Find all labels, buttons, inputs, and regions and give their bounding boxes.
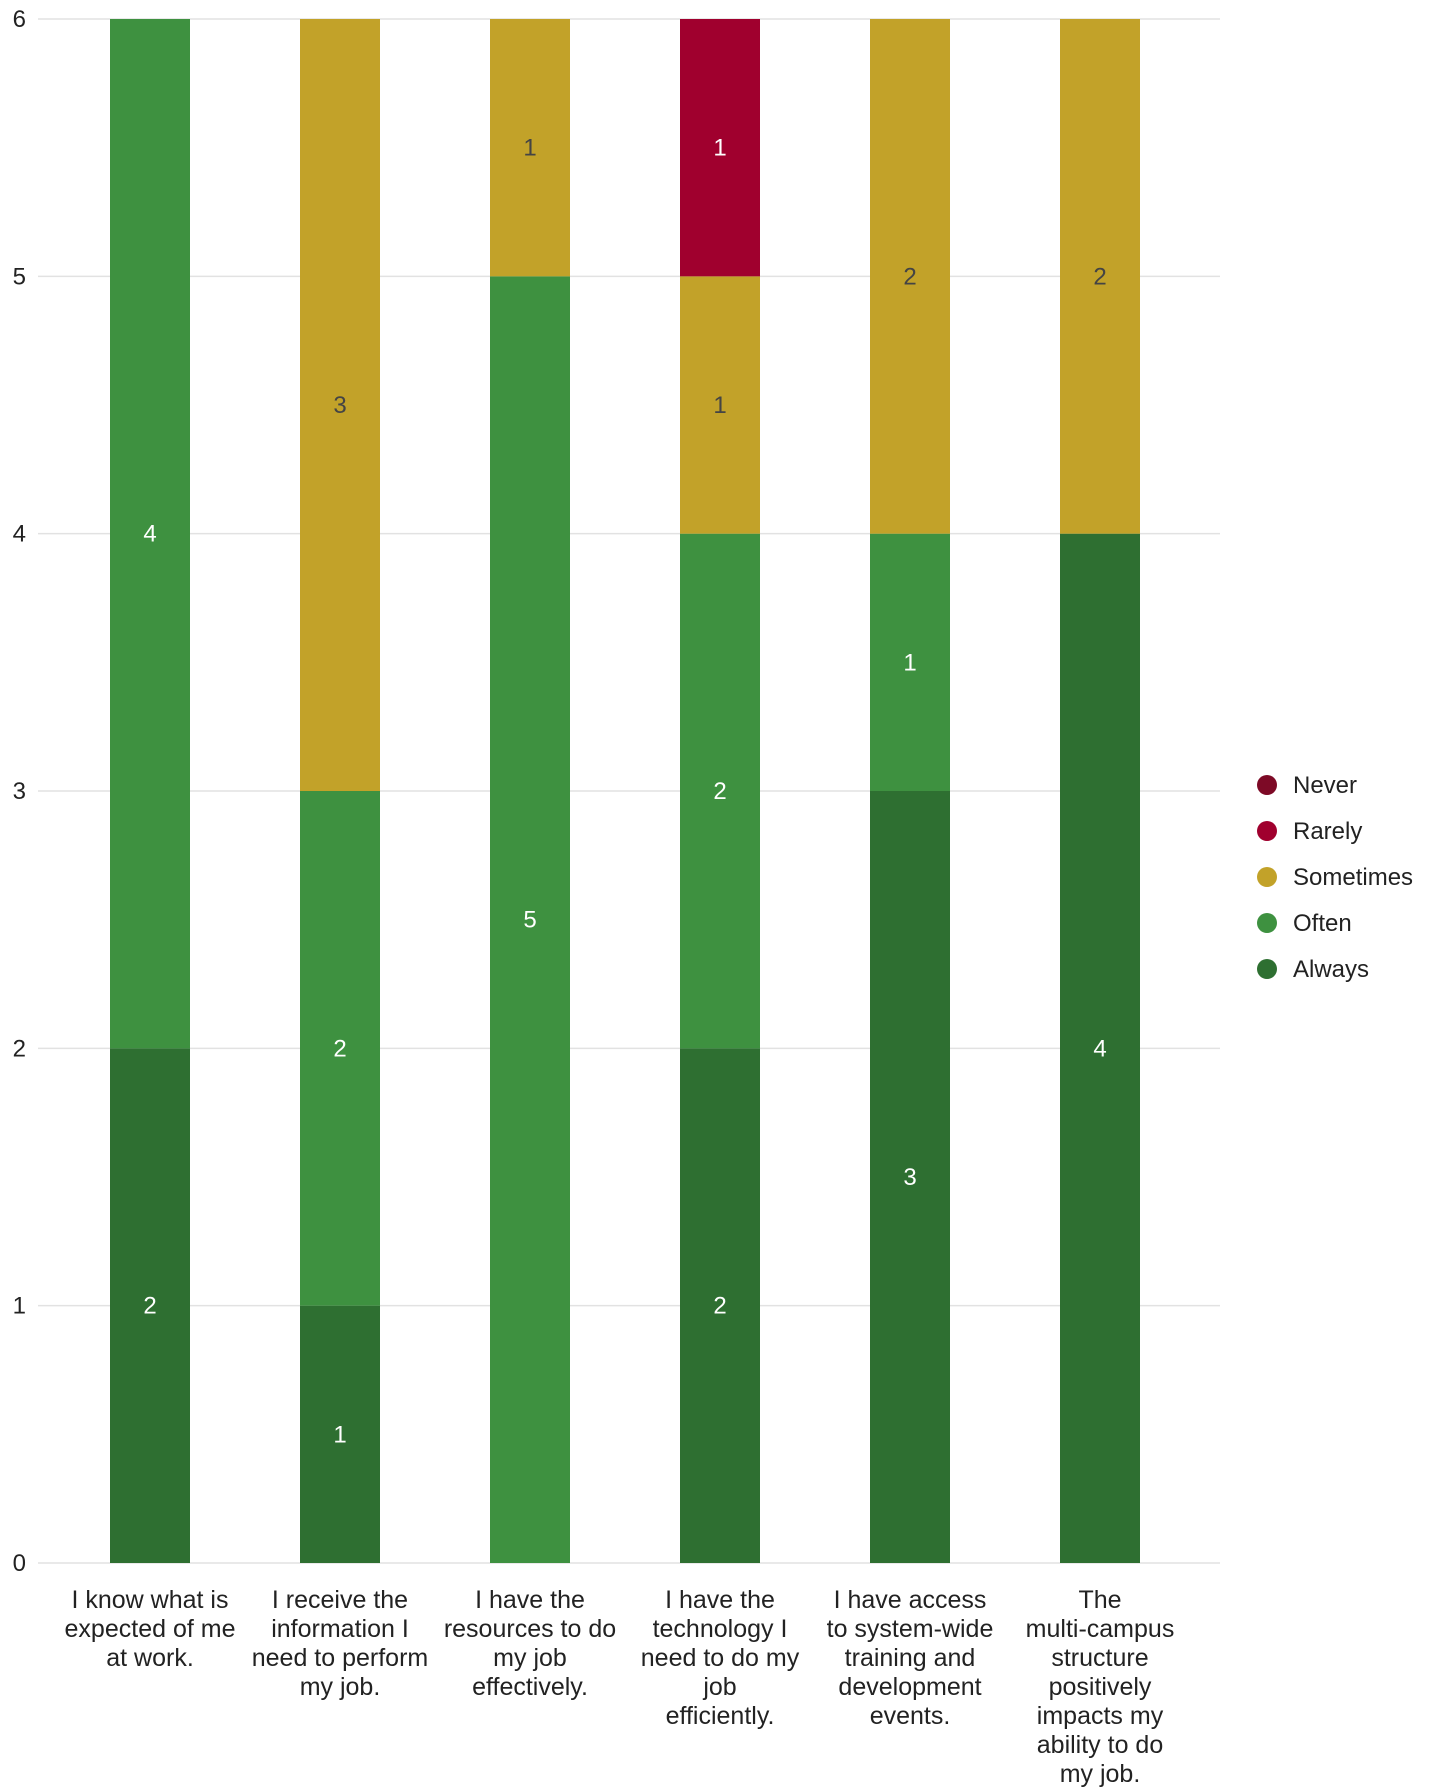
x-category-label-line: technology I: [653, 1615, 788, 1643]
x-category-label-line: positively: [1049, 1673, 1152, 1701]
x-category-label-line: I have the: [475, 1586, 585, 1614]
data-label: 2: [1093, 263, 1106, 290]
data-label: 1: [713, 392, 726, 419]
legend-swatch: [1257, 867, 1277, 887]
gridlines: [38, 19, 1220, 1563]
x-category-label: I have the resources to do my job effective…: [444, 1586, 616, 1701]
data-label: 5: [523, 907, 536, 934]
data-label: 2: [713, 1293, 726, 1320]
x-category-label-line: resources to do: [444, 1615, 616, 1643]
y-tick-label: 2: [13, 1035, 26, 1062]
data-label: 3: [903, 1164, 916, 1191]
x-category-label-line: job: [702, 1673, 736, 1701]
x-category-label-line: need to do my: [641, 1644, 800, 1672]
data-label: 4: [1093, 1035, 1106, 1062]
x-category-label-line: my job.: [1060, 1760, 1141, 1788]
legend-swatch: [1257, 913, 1277, 933]
legend-item: Rarely: [1257, 818, 1362, 845]
x-category-label-line: I have access: [834, 1586, 987, 1614]
data-label: 1: [713, 135, 726, 162]
x-category-label-line: at work.: [106, 1644, 194, 1672]
data-label: 3: [333, 392, 346, 419]
x-category-label-line: efficiently.: [666, 1702, 775, 1730]
data-label: 4: [143, 521, 156, 548]
x-category-label-line: events.: [870, 1702, 951, 1730]
data-label: 1: [523, 135, 536, 162]
data-label: 2: [143, 1293, 156, 1320]
x-category-label-line: my job.: [300, 1673, 381, 1701]
legend-label: Sometimes: [1293, 864, 1413, 891]
y-tick-label: 4: [13, 521, 26, 548]
x-axis: I know what is expected of me at work.I re…: [65, 1586, 1175, 1788]
y-axis: 0 1 2 3 4 5 6: [13, 6, 26, 1577]
x-category-label-line: I receive the: [272, 1586, 408, 1614]
legend-label: Often: [1293, 910, 1352, 937]
y-tick-label: 1: [13, 1293, 26, 1320]
legend-item: Always: [1257, 956, 1369, 983]
legend-swatch: [1257, 821, 1277, 841]
data-label: 1: [333, 1421, 346, 1448]
x-category-label-line: development: [838, 1673, 981, 1701]
data-label: 2: [713, 778, 726, 805]
legend-swatch: [1257, 959, 1277, 979]
x-category-label: The multi-campus structure positively impact…: [1026, 1586, 1175, 1788]
x-category-label-line: structure: [1051, 1644, 1148, 1672]
x-category-label-line: I have the: [665, 1586, 775, 1614]
x-category-label-line: multi-campus: [1026, 1615, 1175, 1643]
x-category-label-line: impacts my: [1037, 1702, 1164, 1730]
x-category-label-line: information I: [271, 1615, 409, 1643]
x-category-label-line: effectively.: [472, 1673, 588, 1701]
data-label: 2: [903, 263, 916, 290]
y-tick-label: 3: [13, 778, 26, 805]
x-category-label: I have access to system-wide training and d…: [827, 1586, 994, 1730]
y-tick-label: 6: [13, 6, 26, 33]
data-label: 1: [903, 649, 916, 676]
y-tick-label: 5: [13, 263, 26, 290]
legend-label: Rarely: [1293, 818, 1362, 845]
legend-item: Sometimes: [1257, 864, 1413, 891]
legend-item: Never: [1257, 772, 1357, 799]
legend: Never Rarely Sometimes Often Always: [1257, 772, 1413, 983]
legend-swatch: [1257, 775, 1277, 795]
legend-item: Often: [1257, 910, 1352, 937]
x-category-label-line: ability to do: [1037, 1731, 1163, 1759]
x-category-label-line: training and: [845, 1644, 976, 1672]
data-label: 2: [333, 1035, 346, 1062]
x-category-label-line: my job: [493, 1644, 567, 1672]
x-category-label-line: I know what is: [71, 1586, 228, 1614]
legend-label: Always: [1293, 956, 1369, 983]
x-category-label-line: The: [1078, 1586, 1121, 1614]
x-category-label-line: to system-wide: [827, 1615, 994, 1643]
x-category-label-line: expected of me: [65, 1615, 236, 1643]
x-category-label-line: need to perform: [252, 1644, 429, 1672]
legend-label: Never: [1293, 772, 1357, 799]
x-category-label: I know what is expected of me at work.: [65, 1586, 236, 1672]
y-tick-label: 0: [13, 1550, 26, 1577]
